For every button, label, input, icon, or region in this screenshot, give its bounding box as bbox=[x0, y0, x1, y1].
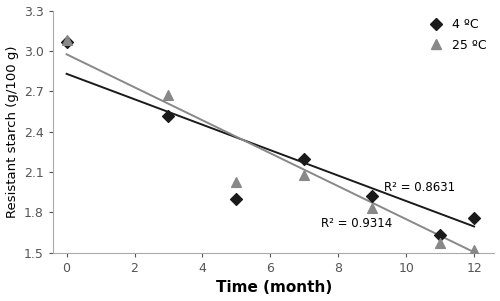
25 ºC bbox=[62, 38, 70, 42]
4 ºC bbox=[232, 197, 240, 201]
25 ºC bbox=[232, 179, 240, 184]
25 ºC bbox=[368, 206, 376, 211]
4 ºC bbox=[436, 233, 444, 238]
Legend: 4 ºC, 25 ºC: 4 ºC, 25 ºC bbox=[418, 13, 492, 57]
25 ºC bbox=[164, 93, 172, 98]
4 ºC bbox=[300, 156, 308, 161]
4 ºC bbox=[164, 113, 172, 118]
Text: R² = 0.9314: R² = 0.9314 bbox=[322, 217, 392, 230]
X-axis label: Time (month): Time (month) bbox=[216, 281, 332, 296]
4 ºC bbox=[368, 194, 376, 199]
4 ºC bbox=[62, 39, 70, 44]
25 ºC bbox=[436, 241, 444, 246]
Text: R² = 0.8631: R² = 0.8631 bbox=[384, 181, 455, 194]
25 ºC bbox=[300, 172, 308, 177]
4 ºC bbox=[470, 216, 478, 220]
25 ºC bbox=[470, 248, 478, 253]
Y-axis label: Resistant starch (g/100 g): Resistant starch (g/100 g) bbox=[6, 45, 18, 218]
